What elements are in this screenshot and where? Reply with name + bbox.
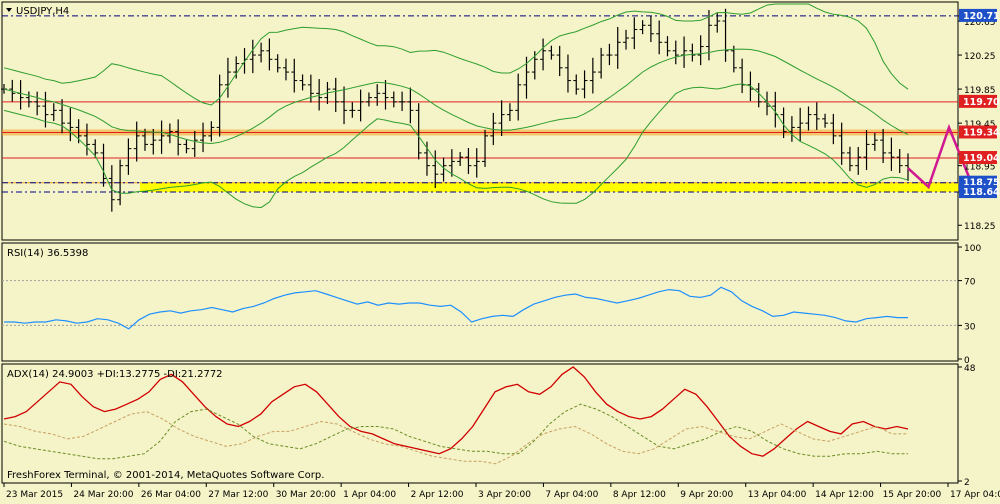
price-panel-frame: [1, 1, 959, 241]
time-axis-tick-label: 3 Apr 20:00: [478, 490, 531, 500]
bollinger-middle-line: [3, 48, 909, 145]
adx-series-line: [3, 366, 909, 457]
copyright-text: FreshForex Terminal, © 2001-2014, MetaQu…: [7, 470, 324, 481]
time-axis-tick-label: 23 Mar 2015: [6, 490, 63, 500]
rsi-axis-tick-label: 30: [964, 322, 976, 332]
price-axis-tick-label: 119.45: [964, 120, 996, 130]
time-axis-tick-label: 14 Apr 12:00: [815, 490, 874, 500]
price-axis-tick-label: 118.95: [964, 163, 996, 173]
price-level-label-box: [959, 94, 997, 108]
price-axis-tick-label: 119.85: [964, 86, 996, 96]
time-axis-tick-label: 2 Apr 12:00: [411, 490, 464, 500]
di-minus-series-line: [3, 411, 908, 465]
price-plot: [1, 3, 991, 212]
bollinger-upper-line: [3, 3, 909, 106]
time-axis-tick-label: 26 Mar 04:00: [141, 490, 201, 500]
adx-title: ADX(14) 24.9003 +DI:13.2775 -DI:21.2772: [7, 369, 223, 380]
price-level-label-box: [959, 8, 997, 22]
time-axis-tick-label: 9 Apr 20:00: [680, 490, 733, 500]
axes: 120.71120.65 120.25 119.85 119.45 118.95 118.…: [3, 8, 1000, 500]
price-axis-tick-label: 120.25: [964, 52, 996, 62]
rsi-series-line: [4, 286, 908, 330]
support-zone: [140, 182, 958, 193]
price-level-label-box: [959, 185, 997, 199]
time-axis-tick-label: 17 Apr 04:00: [950, 490, 1000, 500]
price-level-label: 118.75: [963, 178, 1000, 189]
price-level-label: 120.71: [963, 11, 1000, 22]
price-axis-tick-label: 118.25: [964, 222, 996, 232]
price-level-label: 119.04: [963, 153, 1000, 164]
bollinger-lower-line: [3, 83, 909, 209]
rsi-axis-tick-label: 0: [964, 356, 970, 366]
time-axis-tick-label: 30 Mar 20:00: [276, 490, 336, 500]
price-axis-tick-label: 120.65: [964, 18, 996, 28]
adx-panel-frame: [1, 363, 959, 484]
price-level-label: 119.34: [963, 127, 1000, 138]
dropdown-triangle-icon[interactable]: [6, 8, 12, 12]
rsi-axis-tick-label: 100: [964, 244, 981, 254]
rsi-axis-tick-label: 70: [964, 278, 976, 288]
di-plus-series-line: [3, 403, 908, 460]
rsi-plot: [2, 280, 958, 330]
rsi-title: RSI(14) 36.5398: [7, 248, 88, 259]
time-axis-tick-label: 8 Apr 12:00: [613, 490, 666, 500]
adx-axis-tick-label: 2: [964, 478, 970, 488]
adx-axis-tick-label: 48: [964, 364, 976, 374]
time-axis-tick-label: 24 Mar 20:00: [73, 490, 133, 500]
price-level-label: 118.64: [963, 187, 1000, 198]
symbol-label: USDJPY,H4: [16, 6, 69, 17]
time-axis-tick-label: 1 Apr 04:00: [343, 490, 396, 500]
price-level-label-box: [959, 151, 997, 165]
time-axis-tick-label: 7 Apr 04:00: [545, 490, 598, 500]
rsi-panel-frame: [1, 242, 959, 362]
price-level-label-box: [959, 125, 997, 139]
time-axis-tick-label: 27 Mar 12:00: [208, 490, 268, 500]
time-axis-tick-label: 13 Apr 04:00: [748, 490, 807, 500]
adx-plot: [3, 366, 909, 465]
price-level-label: 119.70: [963, 97, 1000, 108]
time-axis-tick-label: 15 Apr 20:00: [883, 490, 942, 500]
